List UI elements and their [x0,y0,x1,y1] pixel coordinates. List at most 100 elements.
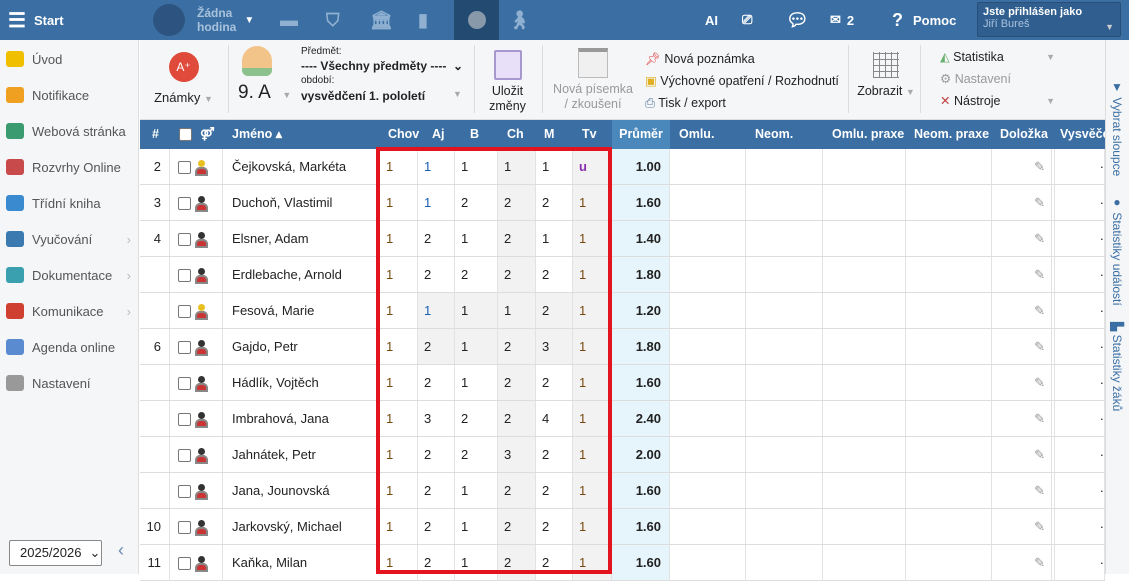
grade-cell[interactable]: 2 [536,257,573,292]
grade-cell[interactable]: 2 [418,329,455,364]
event-stats-button[interactable]: ● Statistiky událostí [1110,195,1124,306]
grade-cell[interactable]: 2 [498,473,536,508]
certificate-cell[interactable]: · [1054,293,1105,328]
col-aj[interactable]: Aj [432,127,445,141]
absence-cell[interactable] [670,329,746,364]
grade-cell[interactable]: 1 [455,365,498,400]
student-name[interactable]: Erdlebache, Arnold [232,267,342,282]
help-button[interactable]: ? Pomoc [892,9,957,30]
ai-button[interactable]: AI [705,12,718,28]
absence-cell[interactable] [906,473,992,508]
grade-cell[interactable]: 2 [536,437,573,472]
student-name[interactable]: Gajdo, Petr [232,339,298,354]
absence-cell[interactable] [670,293,746,328]
grade-cell[interactable]: 1 [380,473,418,508]
col-dolozka[interactable]: Doložka [1000,127,1048,141]
grade-cell[interactable]: 2 [498,221,536,256]
certificate-cell[interactable]: · [1054,437,1105,472]
row-checkbox[interactable] [178,377,191,391]
sidebar-item[interactable]: Notifikace [0,77,139,113]
grade-cell[interactable]: 1 [573,257,612,292]
sidebar-item[interactable]: Dokumentace › [0,257,139,293]
grade-cell[interactable]: 2 [498,401,536,436]
grade-cell[interactable]: 2 [418,545,455,580]
grade-cell[interactable]: 2 [498,257,536,292]
grade-cell[interactable]: 1 [418,185,455,220]
edit-icon[interactable]: ✎ [992,401,1052,436]
edit-icon[interactable]: ✎ [992,473,1052,508]
absence-cell[interactable] [823,221,906,256]
absence-cell[interactable] [823,437,906,472]
grade-cell[interactable]: 2 [418,221,455,256]
absence-cell[interactable] [823,473,906,508]
sidebar-item[interactable]: Komunikace › [0,293,139,329]
chat-icon[interactable]: 💬︎ [786,9,809,30]
menu-button[interactable]: ☰ Start [8,9,64,32]
certificate-cell[interactable]: · [1054,257,1105,292]
absence-cell[interactable] [670,257,746,292]
absence-cell[interactable] [906,401,992,436]
absence-cell[interactable] [906,509,992,544]
grade-cell[interactable]: 4 [536,401,573,436]
absence-cell[interactable] [670,473,746,508]
grade-cell[interactable]: 1 [536,149,573,184]
sidebar-item[interactable]: Vyučování › [0,221,139,257]
col-omlu[interactable]: Omlu. [679,127,715,141]
col-name[interactable]: Jméno ▴ [232,127,283,141]
col-tv[interactable]: Tv [582,127,597,141]
absence-cell[interactable] [746,293,823,328]
col-vysvedceni[interactable]: Vysvěče [1060,127,1105,141]
grade-cell[interactable]: 1 [380,509,418,544]
absence-cell[interactable] [746,473,823,508]
grade-cell[interactable]: 1 [380,293,418,328]
absence-cell[interactable] [746,545,823,580]
period-select[interactable]: vysvědčení 1. pololetí ▼ [301,89,462,103]
absence-cell[interactable] [746,257,823,292]
sidebar-item[interactable]: Webová stránka [0,113,139,149]
grade-cell[interactable]: 2 [418,437,455,472]
subject-select[interactable]: ---- Všechny předměty ---- ⌄ [301,59,464,73]
grade-cell[interactable]: 1 [380,149,418,184]
grade-cell[interactable]: 1 [380,545,418,580]
absence-cell[interactable] [823,401,906,436]
grade-cell[interactable]: 2 [536,545,573,580]
class-selector[interactable]: 9. A ▼ [238,46,298,116]
grade-cell[interactable]: 1 [380,365,418,400]
absence-cell[interactable] [906,545,992,580]
year-select[interactable]: 2025/2026 ⌄ [9,540,102,566]
edit-icon[interactable]: ✎ [992,257,1052,292]
absence-cell[interactable] [746,437,823,472]
edit-icon[interactable]: ✎ [992,365,1052,400]
absence-cell[interactable] [670,509,746,544]
grade-cell[interactable]: 1 [455,329,498,364]
grade-cell[interactable]: 1 [455,149,498,184]
absence-cell[interactable] [746,221,823,256]
row-checkbox[interactable] [178,413,191,427]
grade-cell[interactable]: 1 [455,545,498,580]
absence-cell[interactable] [823,149,906,184]
certificate-cell[interactable]: · [1054,545,1105,580]
student-stats-button[interactable]: ▙ Statistiky žáků [1110,322,1124,412]
student-name[interactable]: Jarkovský, Michael [232,519,342,534]
grade-cell[interactable]: 1 [573,401,612,436]
absence-cell[interactable] [670,545,746,580]
edit-icon[interactable]: ✎ [992,509,1052,544]
grade-cell[interactable]: 1 [418,149,455,184]
row-checkbox[interactable] [178,521,191,535]
absence-cell[interactable] [823,293,906,328]
certificate-cell[interactable]: · [1054,509,1105,544]
mail-button[interactable]: ✉ 2 [830,12,855,28]
absence-cell[interactable] [746,149,823,184]
absence-cell[interactable] [670,185,746,220]
grade-cell[interactable]: 1 [573,221,612,256]
absence-cell[interactable] [823,365,906,400]
walking-icon[interactable]: 🚶︎ [508,9,531,30]
select-all-checkbox[interactable] [179,120,192,149]
col-avg[interactable]: Průměr [612,120,670,149]
lesson-selector[interactable]: Žádna hodina ▼ [153,0,254,40]
print-export-button[interactable]: ⎙ Tisk / export [645,96,726,110]
absence-cell[interactable] [906,149,992,184]
show-button[interactable]: Zobrazit ▼ [856,52,916,98]
chart-icon[interactable]: ▮ [418,9,428,30]
certificate-cell[interactable]: · [1054,329,1105,364]
